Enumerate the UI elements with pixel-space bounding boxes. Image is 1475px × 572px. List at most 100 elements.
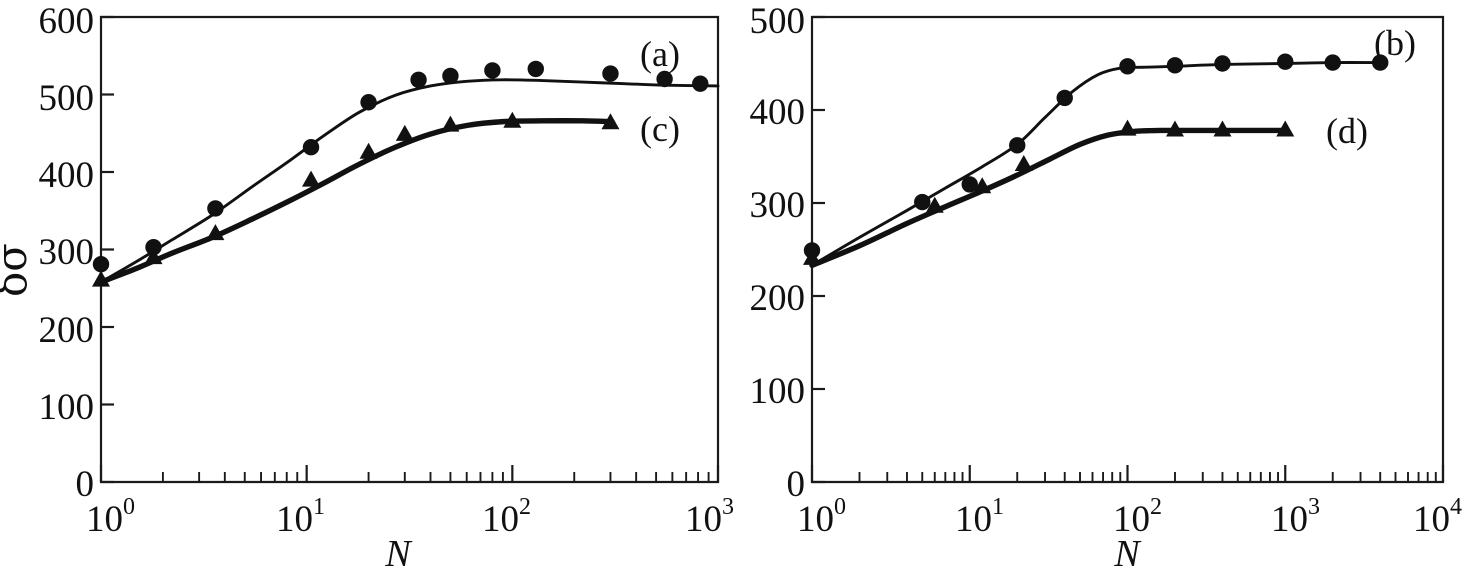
data-point-circle xyxy=(602,65,619,82)
data-point-circle xyxy=(92,256,110,273)
data-point-triangle xyxy=(1213,120,1232,137)
data-point-triangle xyxy=(803,248,821,265)
data-point-circle xyxy=(961,176,978,193)
data-point-triangle xyxy=(144,248,163,265)
data-point-triangle xyxy=(925,196,944,213)
data-point-triangle xyxy=(601,113,620,130)
y-tick-label: 500 xyxy=(39,78,95,119)
left-x-tick-labels: 10 0 10 1 10 2 10 3 xyxy=(86,494,734,540)
y-tick-label: 100 xyxy=(39,387,95,428)
data-point-triangle xyxy=(973,177,992,194)
x-tick-exponent: 0 xyxy=(834,494,846,520)
x-tick-exponent: 1 xyxy=(313,494,325,520)
data-point-triangle xyxy=(302,170,321,187)
left-y-ticks xyxy=(101,15,114,484)
y-tick-label: 300 xyxy=(750,185,806,226)
data-point-circle xyxy=(360,94,377,111)
right-x-axis-title: N xyxy=(1113,533,1142,572)
y-tick-label: 400 xyxy=(750,92,806,133)
left-x-axis-title: N xyxy=(384,533,413,572)
series-curve-d xyxy=(809,127,1288,269)
y-tick-label: 300 xyxy=(39,232,95,273)
left-series-label-a: (a) xyxy=(640,34,680,74)
data-point-circle xyxy=(410,71,427,88)
series-curve-a xyxy=(99,78,720,284)
right-y-tick-labels: 0 100 200 300 400 500 xyxy=(750,1,806,505)
data-point-triangle xyxy=(395,124,414,141)
left-series-markers xyxy=(92,60,709,287)
series-curve-b xyxy=(810,61,1382,267)
x-tick-label: 10 xyxy=(482,499,519,540)
y-tick-label: 200 xyxy=(39,310,95,351)
x-tick-label: 10 xyxy=(276,499,313,540)
series-curve-c xyxy=(98,118,614,285)
y-tick-label: 0 xyxy=(787,464,806,505)
data-point-triangle xyxy=(92,270,110,287)
data-point-triangle xyxy=(359,142,378,159)
x-tick-label: 10 xyxy=(1413,499,1450,540)
x-tick-exponent: 4 xyxy=(1450,494,1462,520)
y-tick-label: 0 xyxy=(76,464,95,505)
y-tick-label: 100 xyxy=(750,371,806,412)
left-y-axis-title: δσ xyxy=(0,243,36,297)
right-panel-svg: 0 100 200 300 400 500 10 0 10 1 10 2 10 … xyxy=(750,1,1463,572)
data-point-circle xyxy=(207,200,224,217)
data-point-triangle xyxy=(1276,120,1295,137)
right-panel: 0 100 200 300 400 500 10 0 10 1 10 2 10 … xyxy=(735,0,1475,572)
data-point-circle xyxy=(914,193,931,211)
left-plot-frame xyxy=(99,15,720,484)
right-series-markers xyxy=(803,53,1389,265)
x-tick-label: 10 xyxy=(1271,499,1308,540)
data-point-circle xyxy=(302,139,320,156)
data-point-circle xyxy=(1166,57,1184,74)
data-point-circle xyxy=(1324,54,1341,71)
right-series-label-b: (b) xyxy=(1374,23,1416,63)
data-point-circle xyxy=(527,60,544,78)
data-point-circle xyxy=(1009,137,1026,154)
left-panel-svg: 0 100 200 300 400 500 600 10 0 10 1 10 2… xyxy=(0,1,734,572)
right-plot-frame xyxy=(810,15,1445,484)
data-point-circle xyxy=(656,70,673,88)
left-series-label-c: (c) xyxy=(640,109,680,149)
data-point-circle xyxy=(484,62,501,79)
x-tick-label: 10 xyxy=(1113,499,1150,540)
data-point-triangle xyxy=(1014,154,1033,171)
data-point-circle xyxy=(1372,54,1389,71)
data-point-circle xyxy=(692,75,709,92)
data-point-circle xyxy=(1119,58,1136,75)
data-point-circle xyxy=(1214,55,1231,72)
data-point-circle xyxy=(1056,89,1073,107)
y-tick-label: 600 xyxy=(39,1,95,42)
left-y-tick-labels: 0 100 200 300 400 500 600 xyxy=(39,1,95,505)
x-tick-exponent: 3 xyxy=(1308,494,1320,520)
x-tick-label: 10 xyxy=(685,499,722,540)
y-tick-label: 200 xyxy=(750,278,806,319)
data-point-triangle xyxy=(441,115,460,132)
left-x-ticks xyxy=(99,465,720,482)
x-tick-label: 10 xyxy=(797,499,834,540)
data-point-triangle xyxy=(1118,119,1137,136)
right-x-ticks xyxy=(810,465,1445,482)
data-point-triangle xyxy=(1165,120,1184,137)
right-series-label-d: (d) xyxy=(1326,111,1368,151)
x-tick-exponent: 1 xyxy=(992,494,1004,520)
data-point-circle xyxy=(442,67,459,85)
left-series-curves xyxy=(98,78,720,285)
data-point-triangle xyxy=(206,224,225,241)
x-tick-label: 10 xyxy=(955,499,992,540)
y-tick-label: 400 xyxy=(39,155,95,196)
data-point-circle xyxy=(1277,53,1294,70)
x-tick-exponent: 2 xyxy=(1150,494,1162,520)
left-panel: 0 100 200 300 400 500 600 10 0 10 1 10 2… xyxy=(0,1,734,572)
data-point-triangle xyxy=(503,111,522,128)
x-tick-label: 10 xyxy=(86,499,123,540)
x-tick-exponent: 2 xyxy=(519,494,531,520)
x-tick-exponent: 0 xyxy=(123,494,135,520)
x-tick-exponent: 3 xyxy=(722,494,734,520)
right-x-tick-labels: 10 0 10 1 10 2 10 3 10 4 xyxy=(797,494,1462,540)
right-series-curves xyxy=(809,61,1382,269)
data-point-circle xyxy=(145,238,162,256)
right-y-ticks xyxy=(812,15,825,484)
y-tick-label: 500 xyxy=(750,1,806,42)
